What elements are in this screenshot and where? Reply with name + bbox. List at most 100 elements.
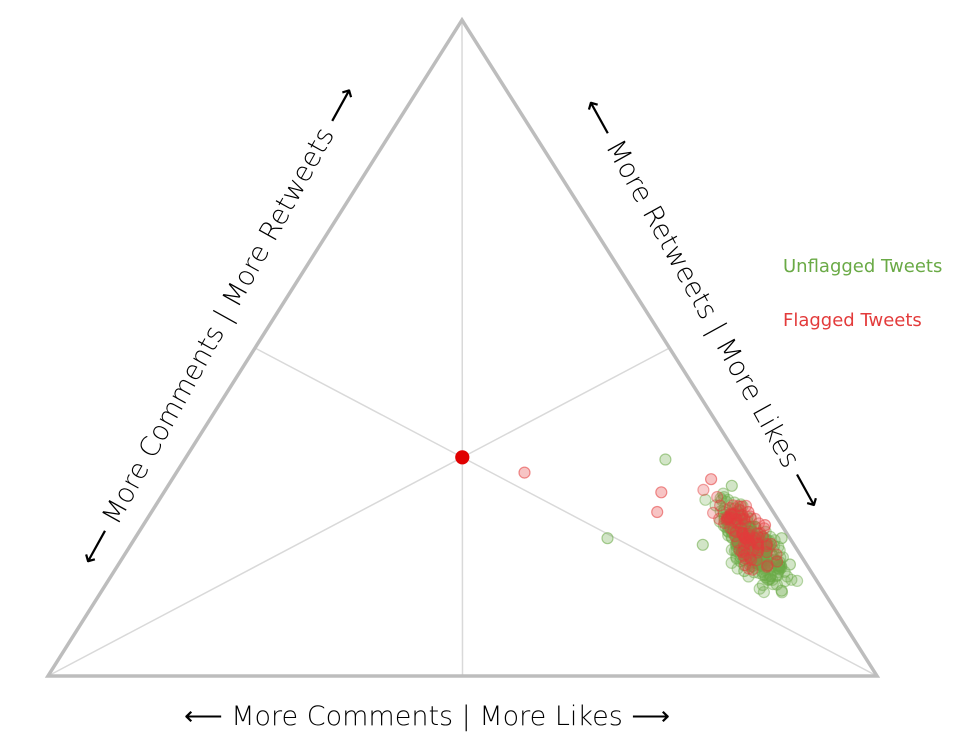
unflagged-point bbox=[725, 531, 739, 545]
flagged-point bbox=[739, 517, 752, 531]
unflagged-point bbox=[737, 537, 751, 550]
unflagged-point bbox=[769, 555, 783, 568]
unflagged-point bbox=[715, 494, 728, 507]
unflagged-point bbox=[757, 549, 770, 562]
unflagged-point bbox=[752, 547, 765, 560]
unflagged-point bbox=[764, 569, 777, 582]
flagged-point bbox=[739, 532, 752, 545]
unflagged-point bbox=[736, 546, 749, 559]
unflagged-point bbox=[771, 565, 785, 579]
unflagged-point bbox=[743, 524, 756, 537]
unflagged-point bbox=[721, 512, 734, 525]
unflagged-point bbox=[772, 561, 785, 575]
unflagged-point bbox=[728, 530, 742, 543]
unflagged-point bbox=[757, 545, 771, 558]
unflagged-point bbox=[696, 538, 709, 551]
unflagged-point bbox=[759, 571, 772, 584]
flagged-point bbox=[760, 539, 773, 553]
unflagged-point bbox=[773, 563, 786, 576]
unflagged-point bbox=[738, 532, 751, 546]
center-point bbox=[455, 450, 470, 465]
unflagged-point bbox=[757, 550, 771, 563]
unflagged-point bbox=[746, 532, 759, 545]
unflagged-point bbox=[768, 553, 781, 566]
unflagged-point bbox=[764, 560, 777, 573]
unflagged-point bbox=[752, 555, 765, 569]
unflagged-point bbox=[763, 534, 776, 548]
unflagged-point bbox=[770, 578, 784, 591]
unflagged-point bbox=[753, 582, 766, 595]
bottom-axis-label: ⟵ More Comments | More Likes ⟶ bbox=[184, 701, 670, 732]
unflagged-point bbox=[746, 547, 759, 560]
unflagged-point bbox=[709, 499, 722, 512]
unflagged-point bbox=[725, 543, 738, 556]
unflagged-point bbox=[743, 540, 756, 554]
unflagged-point bbox=[752, 533, 765, 547]
unflagged-point bbox=[753, 558, 767, 571]
unflagged-point bbox=[758, 543, 771, 557]
unflagged-point bbox=[755, 543, 768, 556]
unflagged-point bbox=[734, 541, 747, 554]
unflagged-point bbox=[783, 558, 797, 571]
unflagged-point bbox=[749, 561, 762, 575]
unflagged-point bbox=[725, 556, 738, 570]
unflagged-point bbox=[601, 532, 614, 545]
unflagged-point bbox=[765, 547, 778, 561]
unflagged-point bbox=[748, 549, 761, 562]
flagged-point bbox=[737, 549, 750, 563]
unflagged-point bbox=[743, 528, 756, 541]
flagged-point bbox=[739, 552, 752, 565]
flagged-point bbox=[760, 546, 773, 559]
unflagged-point bbox=[760, 533, 773, 546]
unflagged-point bbox=[757, 585, 771, 599]
unflagged-point bbox=[764, 537, 777, 550]
flagged-point bbox=[655, 486, 668, 499]
legend-flagged: Flagged Tweets bbox=[783, 310, 922, 331]
unflagged-point bbox=[752, 541, 765, 555]
unflagged-point bbox=[756, 565, 769, 578]
unflagged-point bbox=[760, 538, 774, 551]
flagged-point bbox=[744, 553, 758, 567]
unflagged-point bbox=[757, 548, 771, 561]
unflagged-point bbox=[732, 537, 745, 550]
unflagged-point bbox=[761, 554, 774, 567]
flagged-point bbox=[736, 508, 749, 522]
unflagged-point bbox=[738, 531, 752, 545]
unflagged-point bbox=[717, 519, 730, 532]
unflagged-point bbox=[699, 493, 712, 506]
unflagged-point bbox=[725, 524, 738, 537]
unflagged-point bbox=[759, 542, 772, 555]
unflagged-point bbox=[717, 487, 730, 500]
unflagged-point bbox=[775, 584, 788, 597]
unflagged-point bbox=[736, 546, 749, 559]
unflagged-point bbox=[738, 539, 751, 552]
flagged-point bbox=[726, 508, 739, 521]
flagged-point bbox=[724, 511, 738, 525]
flagged-point bbox=[743, 551, 757, 564]
unflagged-point bbox=[738, 519, 751, 533]
unflagged-point bbox=[758, 561, 771, 575]
unflagged-point bbox=[725, 479, 738, 492]
flagged-point bbox=[723, 502, 736, 515]
unflagged-point bbox=[735, 540, 748, 554]
unflagged-point bbox=[732, 539, 745, 552]
unflagged-point bbox=[746, 547, 760, 560]
unflagged-point bbox=[748, 546, 761, 559]
unflagged-point bbox=[758, 563, 771, 577]
unflagged-point bbox=[762, 573, 776, 586]
unflagged-point bbox=[730, 540, 743, 553]
unflagged-point bbox=[717, 505, 730, 519]
unflagged-point bbox=[774, 560, 787, 574]
unflagged-point bbox=[734, 518, 747, 531]
flagged-point bbox=[742, 531, 755, 545]
unflagged-point bbox=[754, 558, 767, 572]
flagged-point bbox=[651, 505, 664, 519]
unflagged-point bbox=[734, 551, 747, 564]
median-line bbox=[254, 347, 878, 677]
unflagged-point bbox=[745, 544, 758, 557]
unflagged-point bbox=[781, 570, 794, 583]
unflagged-point bbox=[755, 552, 768, 565]
unflagged-point bbox=[769, 569, 783, 583]
unflagged-point bbox=[771, 559, 784, 572]
